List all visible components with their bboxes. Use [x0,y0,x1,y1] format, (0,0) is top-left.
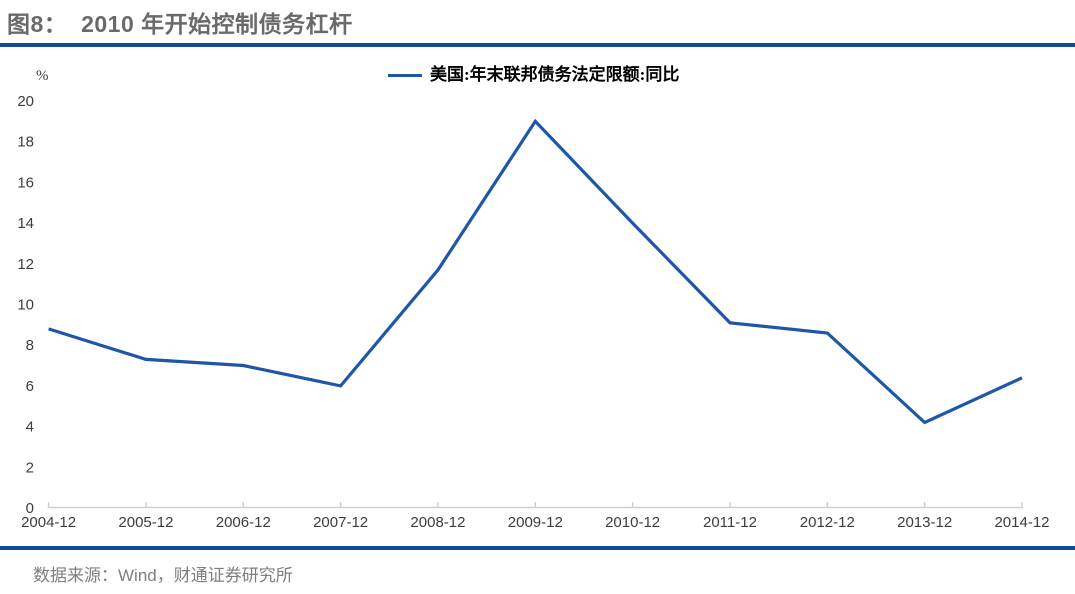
y-tick-label: 16 [17,174,34,191]
y-tick-label: 20 [17,93,34,110]
data-source-note: 数据来源：Wind，财通证券研究所 [33,566,293,585]
y-tick-label: 2 [26,459,34,476]
line-chart-plot-area: 2004-12 2005-12 2006-12 2007-12 2008-12 2009-… [17,93,1049,531]
x-tick-label: 2011-12 [703,514,757,531]
legend-series-label: 美国:年末联邦债务法定限额:同比 [430,65,680,84]
y-tick-label: 14 [17,215,34,232]
x-tick-label: 2014-12 [994,514,1049,531]
y-tick-label: 6 [26,378,34,395]
title-divider-rule [0,43,1075,47]
y-tick-label: 12 [17,256,34,273]
y-tick-label: 8 [26,337,34,354]
series-line [48,118,1023,425]
x-tick-label: 2007-12 [313,514,368,531]
x-tick-label: 2010-12 [605,514,660,531]
legend-line-swatch [388,74,422,77]
chart-legend: 美国:年末联邦债务法定限额:同比 [388,66,679,83]
x-tick-label: 2009-12 [508,514,563,531]
y-tick-label: 10 [17,297,34,314]
y-tick-label: 0 [26,500,34,517]
x-tick-label: 2012-12 [800,514,855,531]
y-tick-label: 18 [17,134,34,151]
footer-divider-rule [0,546,1075,550]
x-tick-label: 2008-12 [410,514,465,531]
figure-title: 图8： 2010 年开始控制债务杠杆 [7,11,353,37]
y-axis-unit-label: % [36,68,49,84]
x-tick-label: 2004-12 [21,514,76,531]
x-tick-label: 2005-12 [118,514,173,531]
x-tick-label: 2006-12 [216,514,271,531]
y-tick-label: 4 [26,419,34,436]
x-tick-label: 2013-12 [897,514,952,531]
